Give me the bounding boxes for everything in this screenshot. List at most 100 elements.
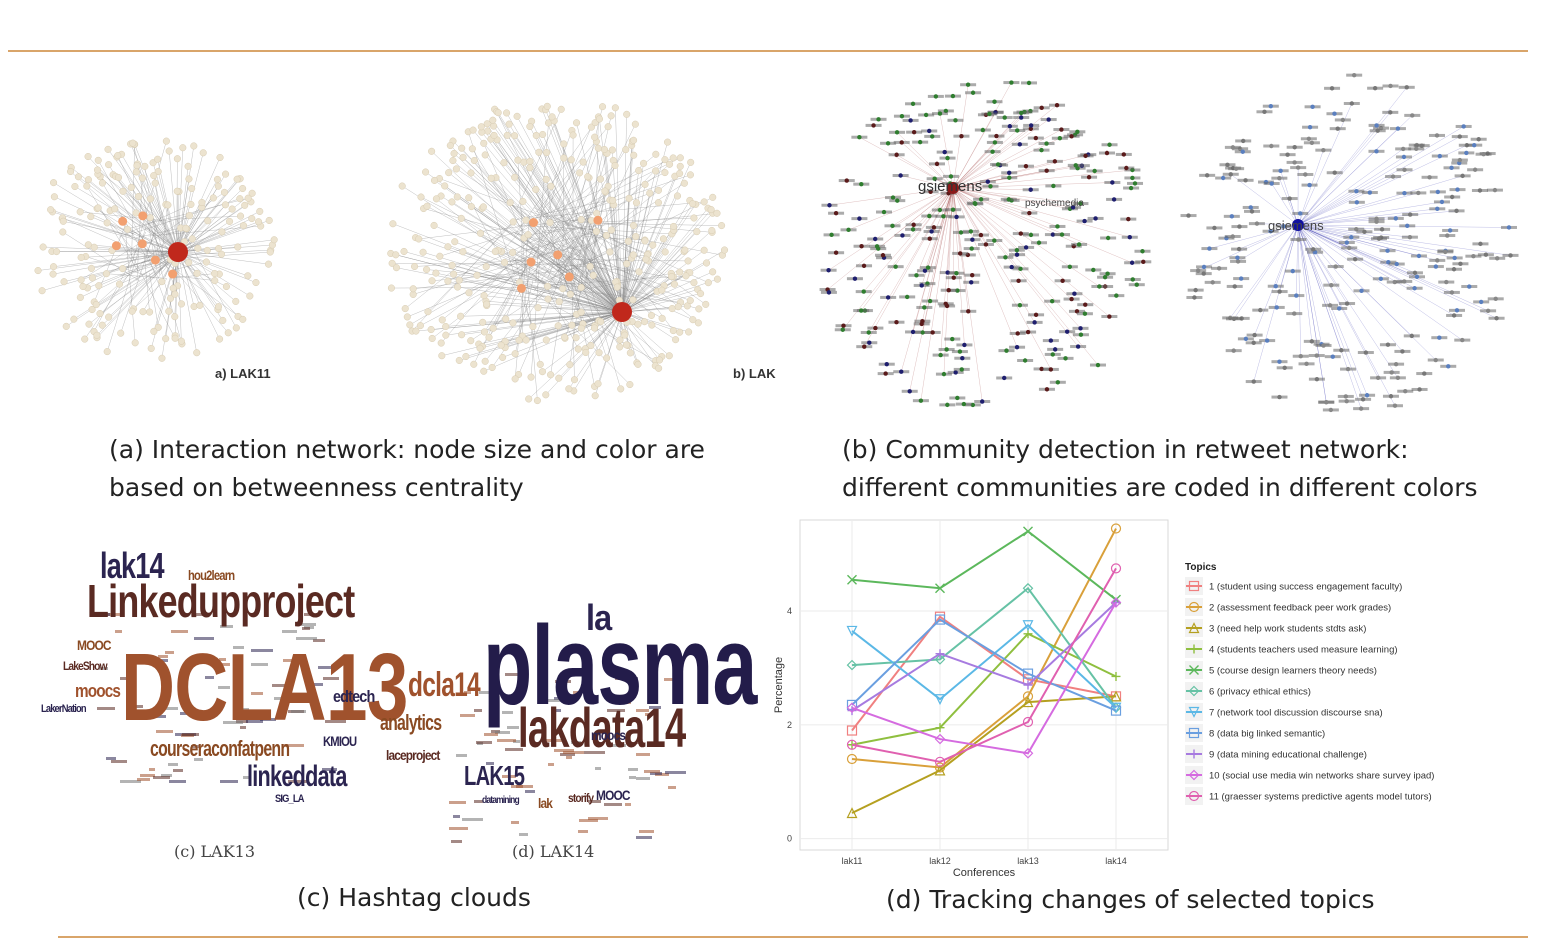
community-node bbox=[1114, 293, 1119, 298]
network-edge bbox=[177, 178, 241, 253]
network-node bbox=[406, 321, 414, 329]
cloud-filler-word bbox=[578, 818, 599, 822]
network-node bbox=[403, 313, 411, 321]
community-node bbox=[969, 280, 974, 285]
network-node bbox=[600, 145, 608, 154]
panel-a-caption-line2: based on betweenness centrality bbox=[109, 473, 524, 502]
cloud-filler-word bbox=[296, 636, 317, 640]
bottom-rule bbox=[58, 936, 1528, 938]
legend-item: 1 (student using success engagement facu… bbox=[1185, 577, 1402, 595]
community-edge bbox=[952, 187, 1018, 348]
community-node bbox=[1435, 189, 1441, 195]
community-node bbox=[1292, 160, 1297, 165]
network-node bbox=[173, 187, 181, 195]
network-node bbox=[74, 173, 82, 181]
network-node bbox=[577, 216, 585, 224]
network-node bbox=[547, 371, 555, 379]
network-node bbox=[485, 333, 493, 341]
network-node bbox=[93, 166, 102, 174]
community-node bbox=[1086, 174, 1092, 180]
network-node bbox=[570, 376, 579, 384]
community-node bbox=[1329, 282, 1334, 288]
community-node bbox=[1506, 225, 1512, 230]
community-node bbox=[1307, 182, 1312, 188]
community-node bbox=[944, 303, 950, 309]
cloud-filler-word bbox=[507, 725, 520, 729]
cloud-filler-word bbox=[288, 779, 309, 783]
network-node bbox=[538, 368, 546, 376]
network-node bbox=[476, 344, 484, 352]
community-node bbox=[1374, 216, 1379, 221]
network-node bbox=[606, 248, 614, 256]
data-point bbox=[1023, 526, 1033, 537]
network-node bbox=[689, 200, 697, 208]
network-edge bbox=[551, 116, 623, 313]
cloud-filler-word bbox=[151, 715, 166, 719]
network-node bbox=[177, 337, 185, 345]
network-node bbox=[713, 209, 721, 217]
community-edge bbox=[842, 187, 954, 330]
cloud-filler-word bbox=[448, 801, 466, 805]
community-node bbox=[1354, 200, 1360, 205]
legend-item: 10 (social use media win networks share … bbox=[1185, 766, 1434, 784]
network-node bbox=[685, 328, 693, 336]
network-node bbox=[98, 179, 107, 187]
community-node bbox=[907, 389, 912, 394]
network-edge bbox=[116, 156, 179, 253]
community-node bbox=[1485, 308, 1491, 314]
cloud-filler-word bbox=[106, 756, 117, 760]
network-node bbox=[616, 343, 624, 351]
community-node bbox=[1055, 380, 1061, 385]
community-edge bbox=[952, 187, 965, 345]
network-node bbox=[264, 260, 273, 268]
legend-label: 6 (privacy ethical ethics) bbox=[1209, 687, 1311, 698]
network-edge bbox=[519, 272, 631, 385]
network-node bbox=[482, 263, 490, 271]
network-edge bbox=[88, 244, 179, 253]
cloud-filler-word bbox=[654, 772, 669, 776]
community-node bbox=[1449, 194, 1455, 200]
community-node bbox=[1443, 249, 1448, 255]
data-point bbox=[846, 725, 858, 736]
network-node bbox=[423, 202, 431, 210]
community-edge bbox=[924, 187, 954, 271]
network-node bbox=[520, 158, 528, 166]
cloud-filler-word bbox=[644, 713, 653, 717]
community-node bbox=[1269, 143, 1274, 149]
cloud-filler-word bbox=[301, 627, 310, 631]
network-node-central bbox=[564, 272, 574, 282]
cloud-filler-word bbox=[97, 613, 110, 617]
community-node bbox=[927, 213, 932, 219]
community-node bbox=[1483, 252, 1489, 257]
network-node bbox=[185, 175, 193, 183]
community-node bbox=[1282, 365, 1287, 370]
community-node bbox=[833, 211, 839, 216]
community-node bbox=[931, 225, 937, 230]
network-node bbox=[432, 195, 440, 203]
community-node bbox=[1343, 394, 1349, 399]
data-point bbox=[846, 739, 858, 750]
cloud-filler-word bbox=[193, 636, 214, 640]
data-point bbox=[1111, 671, 1121, 681]
community-node bbox=[1076, 242, 1082, 247]
community-node bbox=[1015, 331, 1020, 336]
network-node bbox=[634, 360, 642, 368]
legend-label: 2 (assessment feedback peer work grades) bbox=[1209, 603, 1391, 614]
community-node bbox=[885, 295, 891, 300]
data-point bbox=[934, 764, 946, 776]
network-node bbox=[448, 198, 456, 206]
x-tick-label: lak13 bbox=[1017, 856, 1039, 866]
network-edge bbox=[434, 180, 623, 313]
series-group bbox=[846, 523, 1122, 773]
network-node bbox=[147, 344, 155, 352]
community-node bbox=[1385, 342, 1391, 347]
series-group bbox=[846, 597, 1122, 759]
network-node bbox=[532, 185, 540, 194]
community-node bbox=[980, 127, 986, 133]
community-node bbox=[1379, 227, 1385, 232]
network-node bbox=[595, 349, 603, 357]
network-edge bbox=[38, 251, 179, 271]
community-node bbox=[910, 329, 916, 335]
network-node bbox=[234, 243, 242, 251]
network-node bbox=[244, 272, 252, 280]
